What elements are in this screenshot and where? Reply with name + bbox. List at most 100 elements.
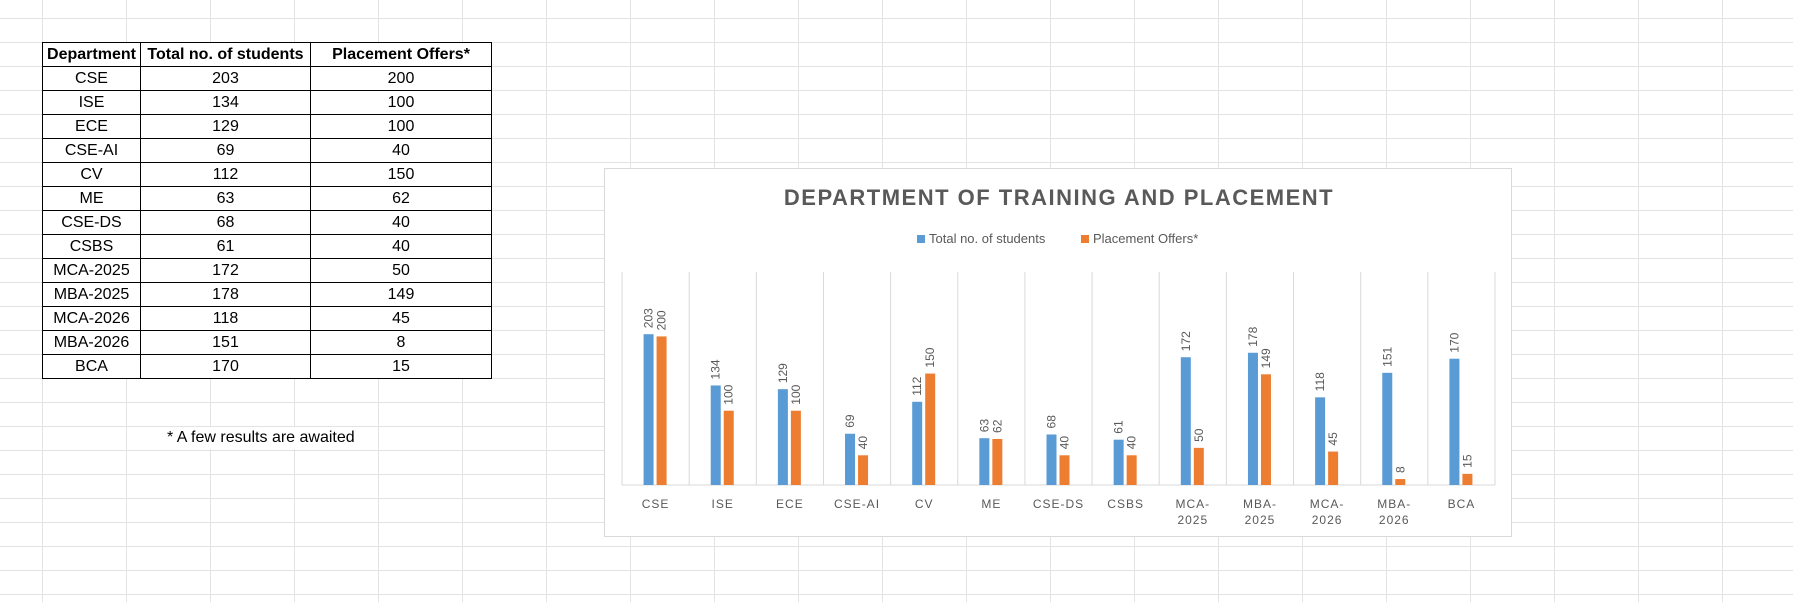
table-row: MCA-2026 118 45 <box>42 306 492 331</box>
cell-placement-offers[interactable]: 45 <box>310 306 492 331</box>
x-tick-label: MBA-2025 <box>1243 497 1277 527</box>
chart-area[interactable]: DEPARTMENT OF TRAINING AND PLACEMENT Tota… <box>604 168 1512 537</box>
cell-total-students[interactable]: 118 <box>140 306 311 331</box>
bar-students <box>1449 358 1460 485</box>
table-row: CSE 203 200 <box>42 66 492 91</box>
cell-department[interactable]: CSBS <box>42 234 141 259</box>
cell-placement-offers[interactable]: 8 <box>310 330 492 355</box>
data-label: 112 <box>910 376 924 395</box>
table-row: CV 112 150 <box>42 162 492 187</box>
bar-students <box>1180 357 1191 485</box>
bar-offers <box>1126 455 1137 485</box>
cell-department[interactable]: MCA-2025 <box>42 258 141 283</box>
bar-students <box>1046 434 1057 485</box>
bar-offers <box>656 336 667 485</box>
cell-total-students[interactable]: 61 <box>140 234 311 259</box>
cell-placement-offers[interactable]: 200 <box>310 66 492 91</box>
data-label: 45 <box>1326 432 1340 446</box>
bar-offers <box>723 410 734 485</box>
table-row: MBA-2025 178 149 <box>42 282 492 307</box>
bar-offers <box>1395 479 1406 485</box>
cell-placement-offers[interactable]: 62 <box>310 186 492 211</box>
legend-label-0: Total no. of students <box>929 231 1046 246</box>
cell-placement-offers[interactable]: 40 <box>310 234 492 259</box>
cell-department[interactable]: CSE-AI <box>42 138 141 163</box>
data-label: 203 <box>642 308 656 328</box>
data-label: 40 <box>1125 436 1139 450</box>
bar-students <box>1315 397 1326 485</box>
cell-total-students[interactable]: 178 <box>140 282 311 307</box>
cell-department[interactable]: MCA-2026 <box>42 306 141 331</box>
table-row: MBA-2026 151 8 <box>42 330 492 355</box>
header-placement-offers[interactable]: Placement Offers* <box>310 42 492 67</box>
cell-placement-offers[interactable]: 100 <box>310 114 492 139</box>
chart-title: DEPARTMENT OF TRAINING AND PLACEMENT <box>784 185 1334 210</box>
cell-department[interactable]: ISE <box>42 90 141 115</box>
data-label: 62 <box>990 419 1004 433</box>
cell-department[interactable]: BCA <box>42 354 141 379</box>
bar-students <box>1113 439 1124 485</box>
cell-total-students[interactable]: 172 <box>140 258 311 283</box>
cell-total-students[interactable]: 134 <box>140 90 311 115</box>
legend-label-1: Placement Offers* <box>1093 231 1198 246</box>
cell-placement-offers[interactable]: 15 <box>310 354 492 379</box>
cell-department[interactable]: CV <box>42 162 141 187</box>
bar-students <box>845 433 856 485</box>
cell-department[interactable]: CSE <box>42 66 141 91</box>
footnote[interactable]: * A few results are awaited <box>164 427 358 449</box>
cell-total-students[interactable]: 129 <box>140 114 311 139</box>
cell-total-students[interactable]: 68 <box>140 210 311 235</box>
cell-department[interactable]: CSE-DS <box>42 210 141 235</box>
x-tick-label: ME <box>981 497 1001 511</box>
department-table: Department Total no. of students Placeme… <box>42 42 492 379</box>
bar-students <box>1382 372 1393 485</box>
bar-offers <box>1328 451 1339 485</box>
cell-department[interactable]: MBA-2025 <box>42 282 141 307</box>
data-label: 150 <box>923 347 937 367</box>
x-tick-label: CV <box>915 497 934 511</box>
cell-department[interactable]: ME <box>42 186 141 211</box>
bar-students <box>979 438 990 485</box>
bar-offers <box>1059 455 1070 485</box>
data-label: 129 <box>776 363 790 383</box>
table-row: CSE-DS 68 40 <box>42 210 492 235</box>
cell-total-students[interactable]: 170 <box>140 354 311 379</box>
data-label: 63 <box>977 419 991 433</box>
table-row: ISE 134 100 <box>42 90 492 115</box>
header-total-students[interactable]: Total no. of students <box>140 42 311 67</box>
cell-total-students[interactable]: 69 <box>140 138 311 163</box>
cell-total-students[interactable]: 151 <box>140 330 311 355</box>
cell-placement-offers[interactable]: 150 <box>310 162 492 187</box>
header-department[interactable]: Department <box>42 42 141 67</box>
data-label: 178 <box>1246 326 1260 346</box>
x-tick-label: MCA-2025 <box>1175 497 1210 527</box>
bar-offers <box>1260 374 1271 485</box>
table-row: ECE 129 100 <box>42 114 492 139</box>
cell-placement-offers[interactable]: 149 <box>310 282 492 307</box>
cell-total-students[interactable]: 203 <box>140 66 311 91</box>
bar-students <box>912 401 923 485</box>
data-label: 40 <box>1058 436 1072 450</box>
bar-students <box>710 385 721 485</box>
data-label: 100 <box>722 384 736 404</box>
x-tick-label: MCA-2026 <box>1310 497 1345 527</box>
cell-department[interactable]: MBA-2026 <box>42 330 141 355</box>
cell-total-students[interactable]: 112 <box>140 162 311 187</box>
x-tick-label: BCA <box>1448 497 1476 511</box>
bar-offers <box>1193 447 1204 485</box>
data-label: 172 <box>1179 331 1193 351</box>
legend-swatch-0 <box>917 235 925 243</box>
x-tick-label: CSE-DS <box>1033 497 1084 511</box>
placement-chart: DEPARTMENT OF TRAINING AND PLACEMENT Tota… <box>621 185 1496 527</box>
cell-placement-offers[interactable]: 100 <box>310 90 492 115</box>
cell-department[interactable]: ECE <box>42 114 141 139</box>
cell-placement-offers[interactable]: 40 <box>310 210 492 235</box>
data-label: 68 <box>1045 415 1059 429</box>
data-label: 40 <box>856 436 870 450</box>
data-label: 15 <box>1460 454 1474 468</box>
cell-total-students[interactable]: 63 <box>140 186 311 211</box>
cell-placement-offers[interactable]: 50 <box>310 258 492 283</box>
data-label: 134 <box>709 359 723 379</box>
data-label: 69 <box>843 414 857 428</box>
cell-placement-offers[interactable]: 40 <box>310 138 492 163</box>
